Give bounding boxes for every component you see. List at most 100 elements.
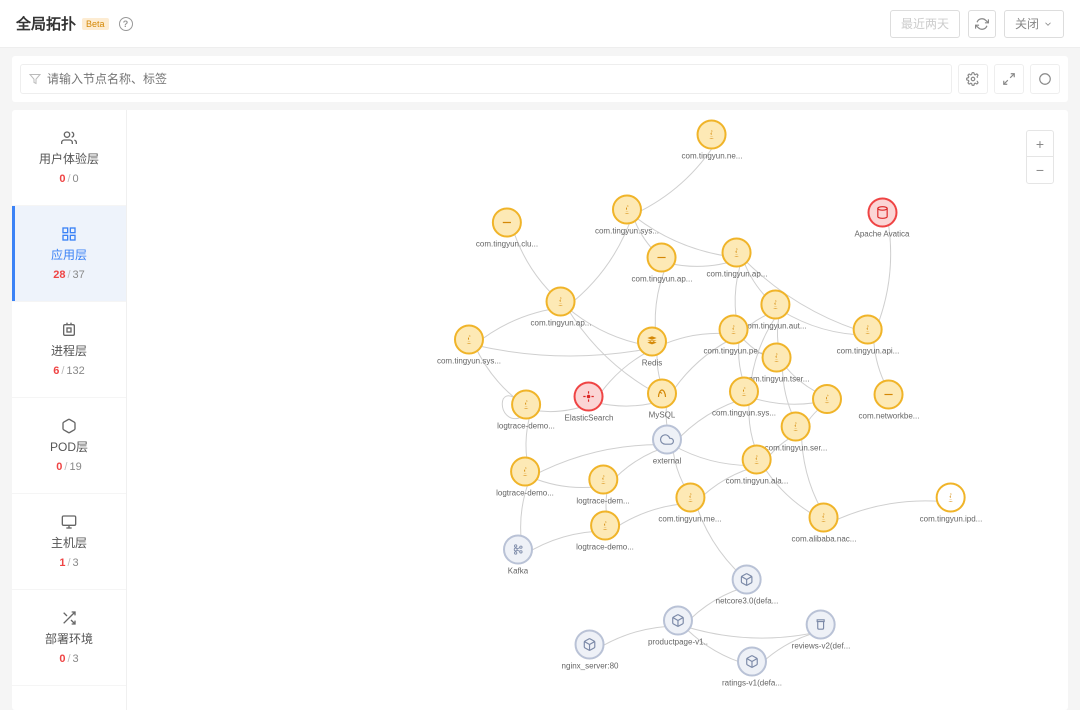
node-icon bbox=[637, 327, 667, 357]
topology-node[interactable]: com.tingyun.sys... bbox=[595, 195, 659, 236]
node-label: logtrace-demo... bbox=[496, 489, 554, 498]
node-icon bbox=[809, 503, 839, 533]
zoom-out-button[interactable]: − bbox=[1027, 157, 1053, 183]
node-label: nginx_server:80 bbox=[562, 662, 619, 671]
node-icon bbox=[742, 445, 772, 475]
node-icon bbox=[546, 287, 576, 317]
expand-icon bbox=[1002, 72, 1016, 86]
topology-node[interactable]: Kafka bbox=[503, 535, 533, 576]
topology-node[interactable]: Redis bbox=[637, 327, 667, 368]
node-icon bbox=[675, 483, 705, 513]
topology-node[interactable]: logtrace-demo... bbox=[497, 390, 555, 431]
topology-node[interactable]: com.tingyun.clu... bbox=[476, 208, 538, 249]
layer-item-pod[interactable]: POD层 0/19 bbox=[12, 398, 126, 494]
node-label: com.alibaba.nac... bbox=[792, 535, 857, 544]
topology-node[interactable]: MySQL bbox=[647, 379, 677, 420]
topology-node[interactable]: com.tingyun.ap... bbox=[531, 287, 592, 328]
node-label: logtrace-demo... bbox=[497, 422, 555, 431]
node-icon bbox=[812, 384, 842, 414]
topology-node[interactable]: productpage-v1.. bbox=[648, 606, 708, 647]
topology-node[interactable]: logtrace-demo... bbox=[576, 511, 634, 552]
node-label: logtrace-demo... bbox=[576, 543, 634, 552]
deploy-icon bbox=[61, 610, 77, 626]
node-label: MySQL bbox=[649, 411, 676, 420]
topology-node[interactable]: com.tingyun.me... bbox=[658, 483, 721, 524]
topology-node[interactable]: com.tingyun.sys... bbox=[437, 325, 501, 366]
topology-node[interactable]: com.tingyun.ap... bbox=[707, 238, 768, 279]
layer-item-proc[interactable]: 进程层 6/132 bbox=[12, 302, 126, 398]
topology-node[interactable]: external bbox=[652, 425, 682, 466]
node-icon bbox=[760, 290, 790, 320]
layer-item-apps[interactable]: 应用层 28/37 bbox=[12, 206, 126, 302]
topology-canvas[interactable]: + − com.tingyun.ne... com.tingyun.clu...… bbox=[127, 110, 1068, 710]
node-icon bbox=[647, 379, 677, 409]
topology-node[interactable]: com.networkbe... bbox=[859, 380, 920, 421]
topology-node[interactable]: com.tingyun.ne... bbox=[682, 120, 743, 161]
topology-node[interactable]: com.alibaba.nac... bbox=[792, 503, 857, 544]
topology-node[interactable]: com.tingyun.ipd... bbox=[920, 483, 983, 524]
topology-node[interactable]: com.tingyun.ap... bbox=[632, 243, 693, 284]
extra-button[interactable] bbox=[1030, 64, 1060, 94]
node-icon bbox=[853, 315, 883, 345]
node-icon bbox=[647, 243, 677, 273]
topology-node[interactable]: Apache Avatica bbox=[854, 198, 909, 239]
node-label: com.tingyun.ap... bbox=[707, 270, 768, 279]
node-icon bbox=[652, 425, 682, 455]
node-label: com.tingyun.clu... bbox=[476, 240, 538, 249]
layer-item-host[interactable]: 主机层 1/3 bbox=[12, 494, 126, 590]
node-label: com.tingyun.sys... bbox=[595, 227, 659, 236]
node-icon bbox=[729, 377, 759, 407]
topology-node[interactable]: reviews-v2(def... bbox=[792, 610, 851, 651]
host-icon bbox=[61, 514, 77, 530]
node-icon bbox=[781, 412, 811, 442]
time-range-button[interactable]: 最近两天 bbox=[890, 10, 960, 38]
node-label: ElasticSearch bbox=[565, 414, 614, 423]
topology-node[interactable]: com.tingyun.api... bbox=[837, 315, 900, 356]
topology-node[interactable] bbox=[812, 384, 842, 414]
close-button[interactable]: 关闭 bbox=[1004, 10, 1064, 38]
node-label: com.tingyun.ipd... bbox=[920, 515, 983, 524]
node-icon bbox=[503, 535, 533, 565]
layer-count: 28/37 bbox=[53, 269, 85, 281]
layer-item-deploy[interactable]: 部署环境 0/3 bbox=[12, 590, 126, 686]
node-label: com.tingyun.ne... bbox=[682, 152, 743, 161]
search-input[interactable] bbox=[47, 72, 943, 86]
layer-item-user[interactable]: 用户体验层 0/0 bbox=[12, 110, 126, 206]
proc-icon bbox=[61, 322, 77, 338]
toolbar bbox=[12, 56, 1068, 102]
node-label: ratings-v1(defa... bbox=[722, 679, 782, 688]
topology-node[interactable]: nginx_server:80 bbox=[562, 630, 619, 671]
topology-node[interactable]: ratings-v1(defa... bbox=[722, 647, 782, 688]
node-label: Kafka bbox=[508, 567, 528, 576]
node-label: com.tingyun.me... bbox=[658, 515, 721, 524]
node-label: logtrace-dem... bbox=[576, 497, 629, 506]
topology-node[interactable]: logtrace-demo... bbox=[496, 457, 554, 498]
fullscreen-button[interactable] bbox=[994, 64, 1024, 94]
topology-node[interactable]: logtrace-dem... bbox=[576, 465, 629, 506]
layer-count: 6/132 bbox=[53, 365, 85, 377]
settings-button[interactable] bbox=[958, 64, 988, 94]
zoom-control: + − bbox=[1026, 130, 1054, 184]
layer-count: 0/0 bbox=[59, 173, 78, 185]
user-icon bbox=[61, 130, 77, 146]
node-icon bbox=[874, 380, 904, 410]
filter-icon bbox=[29, 73, 41, 85]
node-icon bbox=[612, 195, 642, 225]
close-label: 关闭 bbox=[1015, 15, 1039, 32]
layer-count: 0/3 bbox=[59, 653, 78, 665]
node-label: Redis bbox=[642, 359, 662, 368]
node-icon bbox=[732, 565, 762, 595]
help-icon[interactable]: ? bbox=[119, 17, 133, 31]
node-icon bbox=[511, 390, 541, 420]
node-icon bbox=[867, 198, 897, 228]
layer-count: 0/19 bbox=[56, 461, 81, 473]
topology-node[interactable]: ElasticSearch bbox=[565, 382, 614, 423]
node-icon bbox=[590, 511, 620, 541]
topology-node[interactable]: com.tingyun.ala... bbox=[726, 445, 789, 486]
topology-node[interactable]: netcore3.0(defa... bbox=[716, 565, 779, 606]
zoom-in-button[interactable]: + bbox=[1027, 131, 1053, 157]
layer-label: 主机层 bbox=[51, 534, 87, 551]
main-area: 用户体验层 0/0 应用层 28/37 进程层 6/132 POD层 0/19 … bbox=[12, 110, 1068, 710]
node-icon bbox=[762, 343, 792, 373]
refresh-button[interactable] bbox=[968, 10, 996, 38]
